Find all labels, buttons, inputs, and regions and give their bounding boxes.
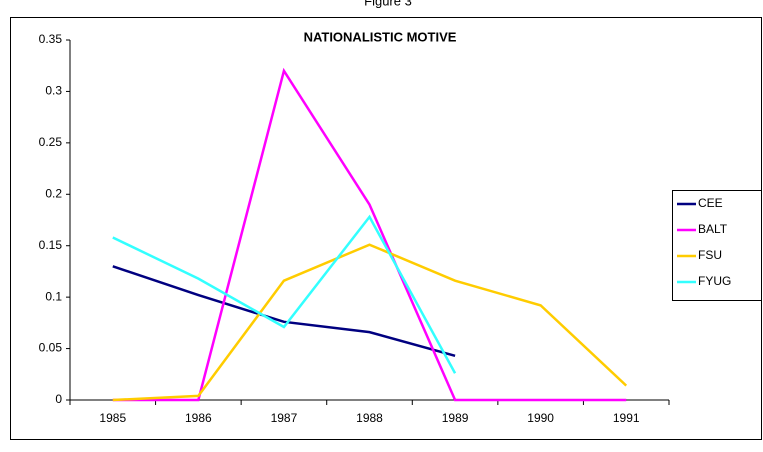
y-tick-label: 0.05 (39, 341, 63, 355)
series-line (112, 67, 627, 402)
y-tick-label: 0.3 (45, 84, 62, 98)
y-tick-label: 0.2 (45, 186, 62, 200)
legend-label: CEE (698, 196, 723, 210)
series-line (112, 265, 456, 357)
y-tick-label: 0.1 (45, 289, 62, 303)
y-tick-label: 0.25 (39, 135, 63, 149)
caption: Figure 3 (364, 0, 412, 8)
legend-label: BALT (698, 222, 728, 236)
x-tick-label: 1990 (527, 411, 554, 425)
y-tick-label: 0 (55, 392, 62, 406)
legend-label: FYUG (698, 274, 731, 288)
chart-border (10, 17, 762, 440)
y-tick-label: 0.35 (39, 32, 63, 46)
x-tick-label: 1987 (271, 411, 298, 425)
x-tick-label: 1991 (613, 411, 640, 425)
series-line (112, 243, 628, 402)
x-tick-label: 1988 (356, 411, 383, 425)
x-tick-label: 1989 (442, 411, 469, 425)
x-tick-label: 1985 (99, 411, 126, 425)
y-tick-label: 0.15 (39, 238, 63, 252)
legend-label: FSU (698, 248, 722, 262)
x-tick-label: 1986 (185, 411, 212, 425)
chart-title: NATIONALISTIC MOTIVE (304, 29, 457, 44)
series-line (112, 214, 457, 374)
